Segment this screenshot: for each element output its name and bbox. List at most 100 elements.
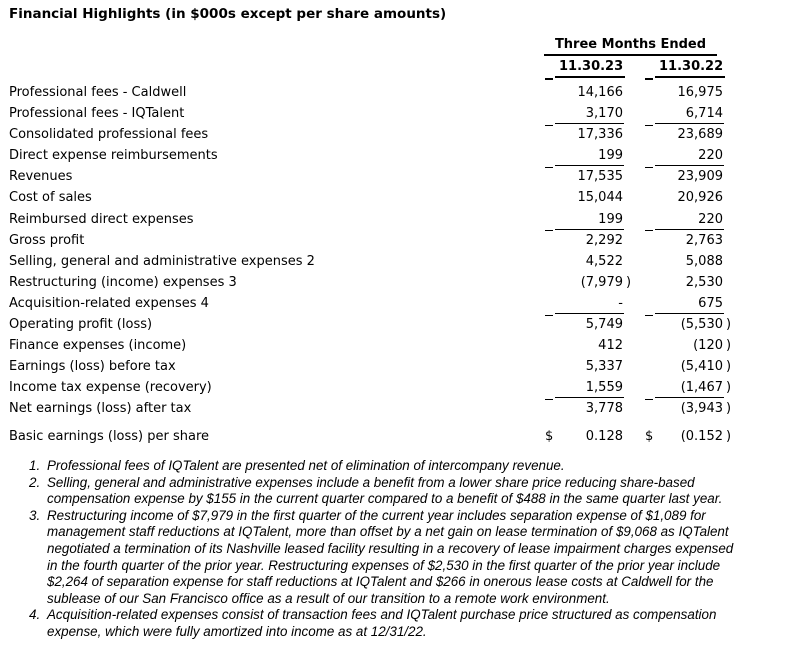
- cell-value: 3,778: [585, 401, 623, 417]
- period-header: Three Months Ended: [544, 36, 717, 56]
- footnote-number: 4.: [29, 607, 41, 623]
- footnote-number: 2.: [29, 474, 41, 490]
- cell-value: 1,559: [585, 380, 623, 396]
- value-cell: 17,535: [545, 169, 635, 189]
- cell-value: -: [618, 295, 623, 311]
- row-label: Selling, general and administrative expe…: [9, 253, 315, 269]
- closing-paren: [723, 148, 735, 168]
- footnote: 2. Selling, general and administrative ex…: [29, 475, 741, 508]
- cell-value: 5,749: [585, 317, 623, 333]
- currency-symbol: [545, 359, 559, 379]
- row-label: Professional fees - Caldwell: [9, 85, 187, 100]
- row-label: Direct expense reimbursements: [9, 148, 218, 164]
- cell-value: (5,410: [680, 359, 723, 375]
- currency-symbol: $: [545, 428, 554, 444]
- currency-symbol: $: [645, 428, 654, 444]
- row-label: Restructuring (income) expenses 3: [9, 274, 237, 290]
- cell-value: 17,336: [577, 127, 624, 143]
- value-cell: 5,749: [545, 317, 635, 337]
- sum-rule-dash: [645, 230, 653, 232]
- value-cell: 23,909: [645, 169, 735, 189]
- row-label: Revenues: [9, 169, 73, 185]
- row-label: Net earnings (loss) after tax: [9, 401, 192, 417]
- value-cell: 3,170: [545, 106, 635, 126]
- header-rule: [555, 76, 625, 78]
- currency-symbol: [545, 401, 559, 421]
- value-cell: -: [545, 296, 635, 316]
- column-header-current: 11.30.23: [545, 58, 635, 80]
- table-row: Finance expenses (income) 412 (120): [0, 337, 789, 358]
- currency-symbol: [545, 317, 559, 337]
- table-row: Professional fees - IQTalent 3,170 6,714: [0, 105, 789, 126]
- sum-rule-dash: [545, 398, 553, 400]
- closing-paren: ): [726, 359, 732, 375]
- closing-paren: [623, 233, 635, 253]
- sum-rule-dash: [645, 124, 653, 126]
- sum-rule-dash: [545, 314, 553, 316]
- currency-symbol: [545, 233, 559, 253]
- closing-paren: ): [726, 401, 732, 417]
- sum-rule-dash: [545, 166, 553, 168]
- table-row: Selling, general and administrative expe…: [0, 253, 789, 274]
- cell-value: 2,530: [685, 274, 723, 290]
- row-label: Earnings (loss) before tax: [9, 359, 176, 375]
- closing-paren: [723, 169, 735, 189]
- header-rule: [655, 76, 725, 78]
- value-cell: 20,926: [645, 190, 735, 210]
- footnote-text: Selling, general and administrative expe…: [47, 474, 723, 507]
- sum-rule: [655, 397, 724, 399]
- value-cell: $ (0.152): [645, 429, 735, 449]
- value-cell: 3,778: [545, 401, 635, 421]
- value-cell: 17,336: [545, 127, 635, 147]
- cell-value: 0.128: [585, 428, 623, 444]
- value-cell: 2,530: [645, 275, 735, 295]
- closing-paren: [623, 317, 635, 337]
- table-row: Reimbursed direct expenses 199 220: [0, 211, 789, 232]
- cell-value: (120: [693, 338, 723, 354]
- footnote-text: Acquisition-related expenses consist of …: [47, 607, 717, 639]
- value-cell: 412: [545, 338, 635, 358]
- value-cell: 5,337: [545, 359, 635, 379]
- row-label: Reimbursed direct expenses: [9, 211, 194, 227]
- closing-paren: [723, 85, 735, 105]
- footnote-text: Restructuring income of $7,979 in the fi…: [47, 507, 734, 606]
- closing-paren: [623, 127, 635, 147]
- currency-symbol: [645, 169, 659, 189]
- closing-paren: [723, 106, 735, 126]
- column-header-prior: 11.30.22: [645, 58, 735, 80]
- currency-symbol: [645, 275, 659, 295]
- cell-value: (5,530: [680, 317, 723, 333]
- currency-symbol: [645, 338, 659, 358]
- footnote: 1. Professional fees of IQTalent are pres…: [29, 458, 741, 475]
- cell-value: (7,979: [580, 274, 623, 290]
- value-cell: 220: [645, 212, 735, 232]
- cell-value: 5,088: [685, 253, 723, 269]
- cell-value: 675: [698, 295, 723, 311]
- cell-value: 412: [598, 338, 623, 354]
- closing-paren: [623, 380, 635, 400]
- sum-rule: [555, 313, 624, 315]
- closing-paren: [723, 212, 735, 232]
- closing-paren: [723, 190, 735, 210]
- cell-value: 220: [698, 148, 723, 164]
- closing-paren: ): [726, 380, 732, 396]
- closing-paren: ): [726, 428, 732, 444]
- cell-value: 16,975: [677, 85, 724, 100]
- row-label: Finance expenses (income): [9, 338, 187, 354]
- value-cell: 6,714: [645, 106, 735, 126]
- currency-symbol: [645, 190, 659, 210]
- cell-value: 2,763: [685, 232, 723, 248]
- closing-paren: [623, 296, 635, 316]
- currency-symbol: [545, 275, 559, 295]
- sum-rule-dash: [645, 314, 653, 316]
- table-row: Gross profit 2,292 2,763: [0, 232, 789, 253]
- value-cell: (5,410): [645, 359, 735, 379]
- column-header-date: 11.30.23: [559, 59, 624, 74]
- cell-value: (1,467: [680, 380, 723, 396]
- row-label: Income tax expense (recovery): [9, 380, 212, 396]
- value-cell: 5,088: [645, 254, 735, 274]
- row-label: Operating profit (loss): [9, 317, 153, 333]
- sum-rule: [555, 165, 624, 167]
- value-cell: (1,467): [645, 380, 735, 400]
- table-row: Acquisition-related expenses 4 - 675: [0, 295, 789, 316]
